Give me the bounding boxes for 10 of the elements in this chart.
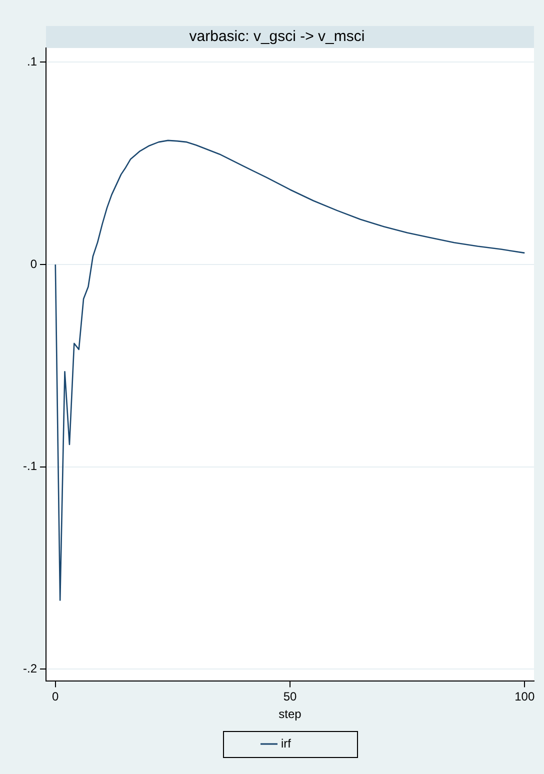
- y-tick-label: 0: [30, 256, 38, 271]
- x-tick-label: 0: [52, 690, 60, 704]
- x-axis-title: step: [278, 707, 302, 722]
- x-tick-label: 50: [283, 690, 297, 704]
- chart-title: varbasic: v_gsci -> v_msci: [189, 28, 365, 46]
- y-tick-label: -.2: [22, 661, 38, 676]
- x-tick-label: 100: [514, 690, 535, 704]
- y-tick-label: -.1: [22, 459, 38, 474]
- legend-label: irf: [281, 736, 292, 750]
- y-tick-label: .1: [26, 54, 38, 68]
